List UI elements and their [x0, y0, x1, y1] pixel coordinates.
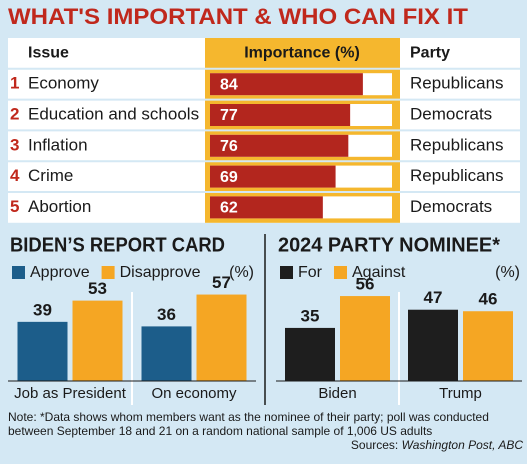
unit-label: (%) — [229, 264, 254, 281]
value-label: 62 — [220, 200, 238, 217]
value-label: 35 — [301, 306, 320, 325]
party: Republicans — [410, 135, 504, 154]
party: Republicans — [410, 166, 504, 185]
issue: Crime — [28, 166, 73, 185]
unit-label: (%) — [495, 264, 520, 281]
value-label: 77 — [220, 107, 238, 124]
bar — [210, 196, 323, 219]
legend-label: For — [298, 264, 323, 281]
value-label: 84 — [220, 76, 238, 93]
note: Note: *Data shows whom members want as t… — [8, 410, 489, 438]
party: Democrats — [410, 197, 492, 216]
chart-title: BIDEN’S REPORT CARD — [10, 234, 225, 256]
value-label: 69 — [220, 169, 238, 186]
bar — [17, 321, 68, 381]
title: WHAT'S IMPORTANT & WHO CAN FIX IT — [8, 4, 469, 29]
bar — [210, 104, 351, 126]
rank: 1 — [10, 74, 19, 93]
value-label: 39 — [33, 300, 52, 319]
legend-swatch — [280, 266, 293, 279]
legend-label: Disapprove — [120, 264, 201, 281]
source-prefix: Sources: — [350, 438, 399, 452]
legend-swatch — [334, 266, 347, 279]
bar — [340, 296, 390, 381]
bar — [463, 311, 513, 381]
source: Washington Post, ABC — [401, 438, 523, 452]
x-tick-label: Job as President — [14, 385, 127, 402]
value-label: 57 — [212, 273, 231, 292]
note-block: Note: *Data shows whom members want as t… — [8, 410, 523, 452]
issue: Abortion — [28, 197, 91, 216]
source-line: Sources: Washington Post, ABC — [8, 438, 523, 452]
column-header: Importance (%) — [244, 45, 360, 62]
rank: 2 — [10, 104, 19, 123]
issue: Inflation — [28, 135, 88, 154]
rank: 5 — [10, 197, 19, 216]
value-label: 56 — [356, 275, 375, 294]
chart-title: 2024 PARTY NOMINEE* — [278, 234, 500, 256]
x-tick-label: Trump — [439, 385, 482, 402]
x-tick-label: Biden — [318, 385, 356, 402]
issue: Education and schools — [28, 104, 199, 123]
bar — [210, 73, 363, 96]
bar — [72, 300, 123, 381]
bar — [196, 294, 247, 381]
legend-label: Approve — [30, 264, 90, 281]
value-label: 46 — [479, 290, 498, 309]
value-label: 53 — [88, 279, 107, 298]
party: Republicans — [410, 74, 504, 93]
value-label: 76 — [220, 138, 238, 155]
rank: 4 — [10, 166, 20, 185]
party: Democrats — [410, 104, 492, 123]
rank: 3 — [10, 135, 19, 154]
bar — [210, 165, 336, 188]
x-tick-label: On economy — [151, 385, 237, 402]
value-label: 36 — [157, 305, 176, 324]
legend-swatch — [101, 266, 115, 279]
issue: Economy — [28, 74, 99, 93]
column-header: Issue — [28, 45, 69, 62]
value-label: 47 — [424, 288, 443, 307]
column-header: Party — [410, 45, 450, 62]
bar — [141, 326, 192, 381]
legend-label: Against — [352, 264, 406, 281]
infographic: WHAT'S IMPORTANT & WHO CAN FIX IT Issue Im… — [8, 4, 522, 405]
legend-swatch — [12, 266, 25, 279]
bar — [285, 327, 335, 381]
bar — [408, 309, 458, 381]
bar — [210, 134, 349, 157]
